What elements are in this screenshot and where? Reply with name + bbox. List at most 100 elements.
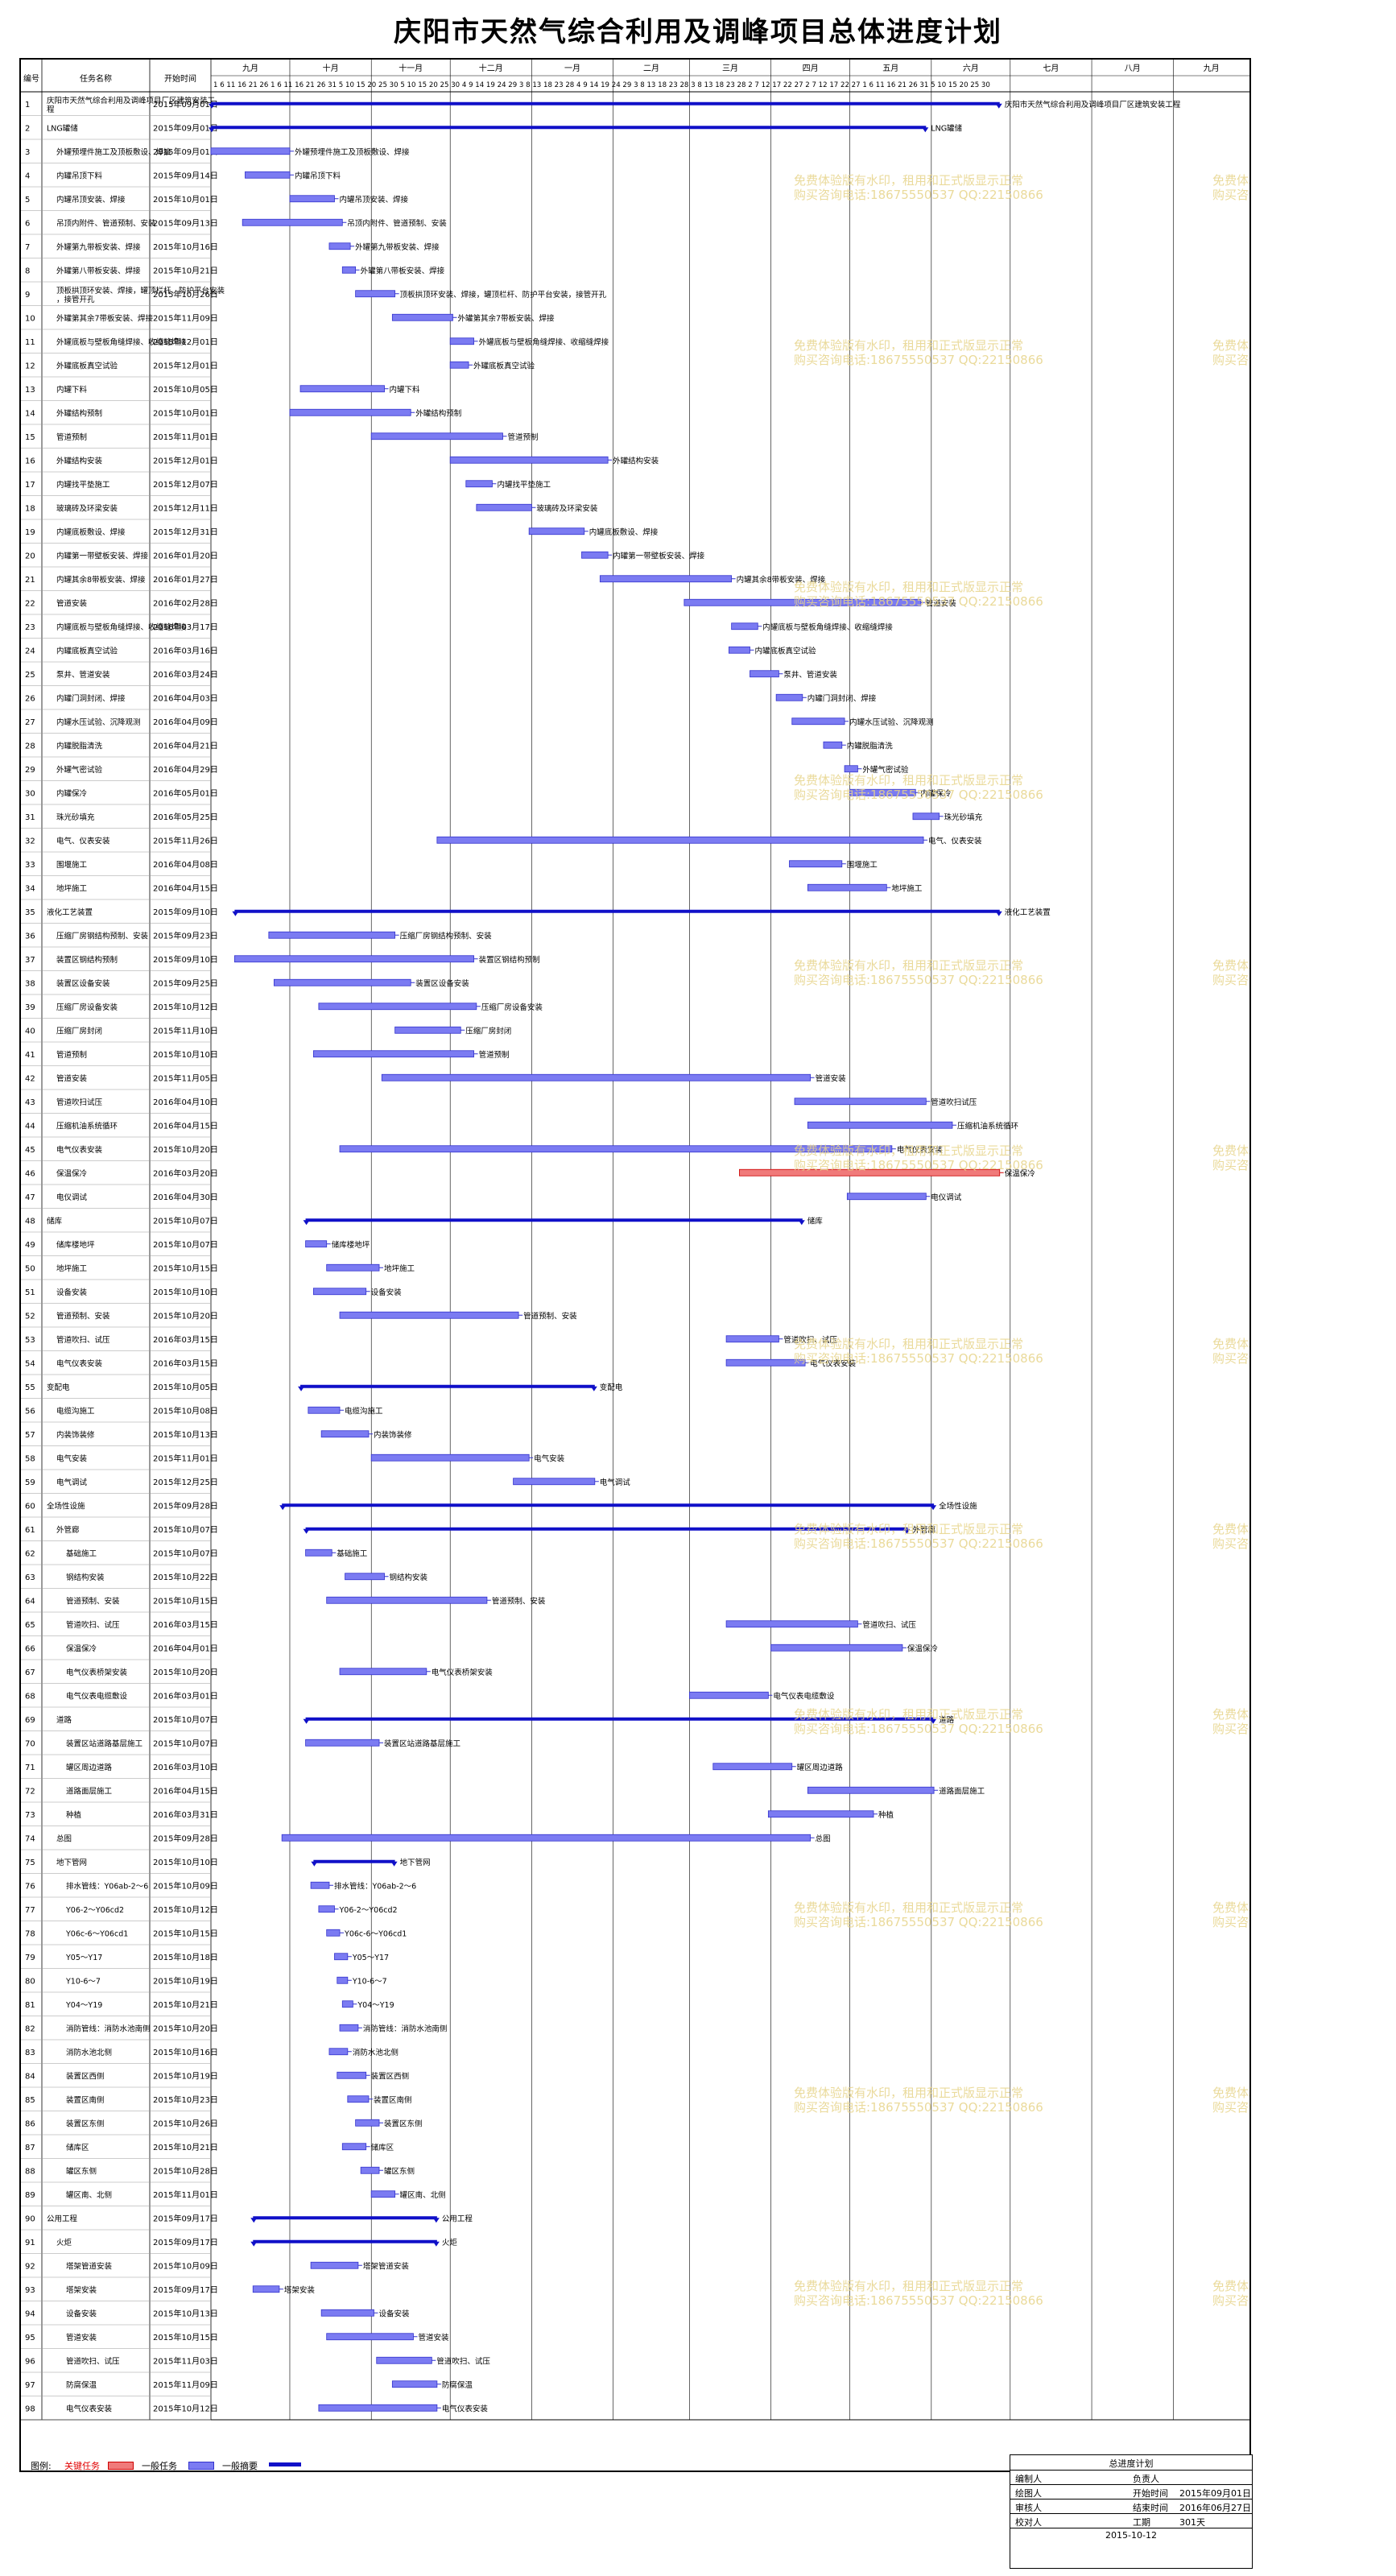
- task-name: 装置区站道路基层施工: [66, 1739, 143, 1748]
- task-id: 52: [25, 1312, 35, 1321]
- task-start: 2015年09月01日: [153, 99, 218, 110]
- task-name: 内罐第一带壁板安装、焊接: [56, 551, 149, 560]
- task-start: 2015年09月23日: [153, 930, 218, 941]
- task-start: 2015年11月09日: [153, 312, 218, 323]
- task-name: 外罐气密试验: [56, 765, 103, 775]
- task-bar: [210, 147, 291, 155]
- task-id: 35: [25, 908, 35, 917]
- task-bar-label: 外罐第八带板安装、焊接: [361, 266, 445, 275]
- task-start: 2015年09月01日: [153, 122, 218, 133]
- task-id: 78: [25, 1929, 35, 1938]
- month-label: 四月: [803, 64, 819, 73]
- task-bar-label: 围堰施工: [847, 860, 878, 870]
- task-name: 电气、仪表安装: [56, 836, 110, 846]
- task-bar-label: 管道吹扫、试压: [436, 2356, 490, 2366]
- task-bar: [770, 1644, 903, 1652]
- page-title: 庆阳市天然气综合利用及调峰项目总体进度计划: [394, 16, 1002, 48]
- task-id: 29: [25, 766, 35, 775]
- watermark-line: 购买咨询电话:18675550537 QQ:22150866: [1212, 973, 1249, 987]
- watermark-line: 免费体验版有水印，租用和正式版显示正常: [1212, 173, 1249, 188]
- month-label: 十二月: [479, 63, 503, 73]
- task-bar: [449, 337, 474, 345]
- task-start: 2016年04月15日: [153, 883, 218, 893]
- task-start: 2016年04月29日: [153, 764, 218, 775]
- task-name: 变配电: [47, 1383, 70, 1392]
- task-name: 电缆沟施工: [56, 1406, 95, 1416]
- task-start: 2015年10月10日: [153, 1049, 218, 1060]
- task-id: 84: [25, 2072, 35, 2081]
- task-name: 管道预制: [56, 1050, 87, 1060]
- task-bar: [394, 1026, 461, 1034]
- summary-bar: [305, 1218, 803, 1222]
- task-bar-label: 电气调试: [600, 1478, 631, 1487]
- task-name: 外罐结构安装: [56, 456, 103, 465]
- task-bar-label: 防腐保温: [442, 2380, 473, 2390]
- task-id: 9: [25, 291, 30, 300]
- task-bar-label: 种植: [878, 1810, 894, 1820]
- task-id: 26: [25, 694, 35, 703]
- task-bar-label: 电缆沟施工: [345, 1406, 383, 1416]
- task-start: 2015年10月21日: [153, 2142, 218, 2152]
- task-bar: [273, 978, 411, 986]
- info-box: 总进度计划 编制人 负责人 绘图人 开始时间 2015年09月01日 审核人 结…: [1010, 2454, 1253, 2569]
- summary-bar: [313, 1859, 395, 1863]
- summary-cap-left: [303, 1528, 310, 1534]
- task-start: 2015年10月21日: [153, 1999, 218, 2010]
- task-name: 压缩机油系统循环: [56, 1121, 118, 1131]
- task-start: 2016年04月03日: [153, 693, 218, 703]
- task-bar-label: 泵井、管道安装: [783, 670, 837, 680]
- task-id: 63: [25, 1573, 35, 1582]
- task-bar: [341, 266, 357, 274]
- task-name: 公用工程: [47, 2214, 78, 2223]
- task-bar-label: 管道吹扫、试压: [862, 1620, 916, 1630]
- month-label: 十一月: [399, 63, 423, 73]
- legend: 图例: 关键任务 一般任务 一般摘要: [19, 2454, 1010, 2474]
- summary-cap-right: [922, 127, 929, 133]
- task-name: Y05～Y17: [65, 1954, 102, 1962]
- task-name: 道路面层施工: [66, 1786, 113, 1796]
- watermark-line: 免费体验版有水印，租用和正式版显示正常: [794, 338, 1023, 353]
- task-id: 50: [25, 1264, 35, 1273]
- task-name: 压缩厂房设备安装: [56, 1003, 118, 1012]
- task-bar: [326, 2333, 414, 2341]
- task-bar-label: 钢结构安装: [390, 1573, 428, 1582]
- task-bar: [312, 1050, 474, 1058]
- task-start: 2015年10月20日: [153, 1310, 218, 1321]
- watermark-line: 免费体验版有水印，租用和正式版显示正常: [794, 773, 1023, 788]
- watermark-line: 购买咨询电话:18675550537 QQ:22150866: [1212, 1722, 1249, 1736]
- task-name: 内罐下料: [56, 385, 88, 395]
- task-name: 内罐水压试验、沉降观测: [56, 717, 141, 727]
- task-name: 装置区西侧: [66, 2071, 105, 2081]
- task-name: 排水管线：Y06ab-2～6: [66, 1881, 148, 1891]
- task-bar-label: 装置区东侧: [384, 2119, 423, 2128]
- task-name: 保温保冷: [56, 1168, 88, 1178]
- task-start: 2015年10月07日: [153, 1714, 218, 1725]
- task-name: Y10-6～7: [65, 1977, 101, 1986]
- task-name: 外罐预埋件施工及顶板敷设、焊接: [56, 147, 171, 157]
- col-name-header: 任务名称: [80, 73, 112, 84]
- task-bar: [339, 2024, 359, 2032]
- task-bar-label: 电气安装: [534, 1453, 565, 1463]
- task-name: 设备安装: [66, 2309, 97, 2318]
- task-start: 2015年10月15日: [153, 2332, 218, 2342]
- task-bar: [807, 1121, 953, 1129]
- info-date: 2015-10-12: [1105, 2530, 1157, 2541]
- task-name-cont: 程: [47, 105, 55, 114]
- info-key: 编制人: [1015, 2474, 1042, 2484]
- task-bar-label: 塔架管道安装: [363, 2261, 410, 2271]
- task-name: 保温保冷: [66, 1644, 97, 1653]
- watermark-line: 免费体验版有水印，租用和正式版显示正常: [1212, 2279, 1249, 2293]
- task-start: 2015年10月26日: [153, 2118, 218, 2128]
- task-id: 87: [25, 2144, 35, 2152]
- watermark-line: 购买咨询电话:18675550537 QQ:22150866: [1212, 353, 1249, 367]
- task-start: 2016年03月17日: [153, 622, 218, 632]
- task-start: 2016年03月10日: [153, 1762, 218, 1772]
- task-id: 41: [25, 1051, 35, 1060]
- info-key: 结束时间: [1133, 2503, 1168, 2513]
- task-id: 94: [25, 2309, 35, 2318]
- task-id: 51: [25, 1288, 35, 1297]
- task-bar: [376, 2356, 432, 2364]
- task-id: 82: [25, 2024, 35, 2033]
- task-bar-label: 公用工程: [442, 2214, 473, 2223]
- task-name: 管道吹扫、试压: [66, 2356, 120, 2366]
